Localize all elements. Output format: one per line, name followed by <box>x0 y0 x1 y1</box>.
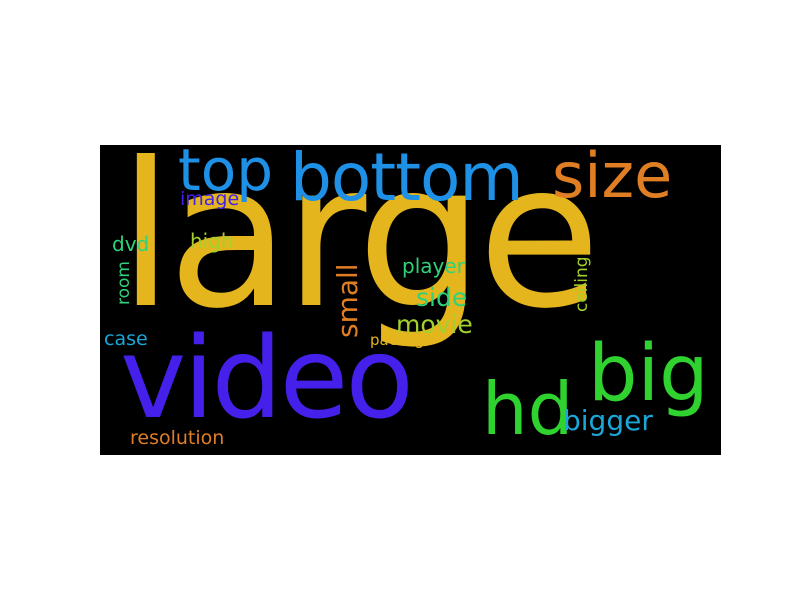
word-case: case <box>104 328 148 350</box>
word-ceiling: ceiling <box>572 256 592 312</box>
word-resolution: resolution <box>130 427 225 449</box>
word-dvd: dvd <box>112 232 150 256</box>
word-bigger: bigger <box>563 404 653 437</box>
word-high: high <box>190 229 234 253</box>
word-cloud: large video bottom top size big hd bigge… <box>100 145 721 455</box>
word-big: big <box>588 329 709 419</box>
word-large: large <box>118 145 601 353</box>
word-package: package <box>370 331 434 349</box>
word-hd: hd <box>482 367 574 451</box>
word-side: side <box>416 283 468 312</box>
word-movie: movie <box>396 310 473 339</box>
word-size: size <box>552 145 673 212</box>
word-small: small <box>331 263 364 338</box>
word-top: top <box>178 145 274 204</box>
word-room: room <box>114 261 134 305</box>
word-player: player <box>402 254 465 278</box>
word-video: video <box>120 314 414 444</box>
word-bottom: bottom <box>290 145 524 216</box>
word-image: image <box>180 188 240 210</box>
